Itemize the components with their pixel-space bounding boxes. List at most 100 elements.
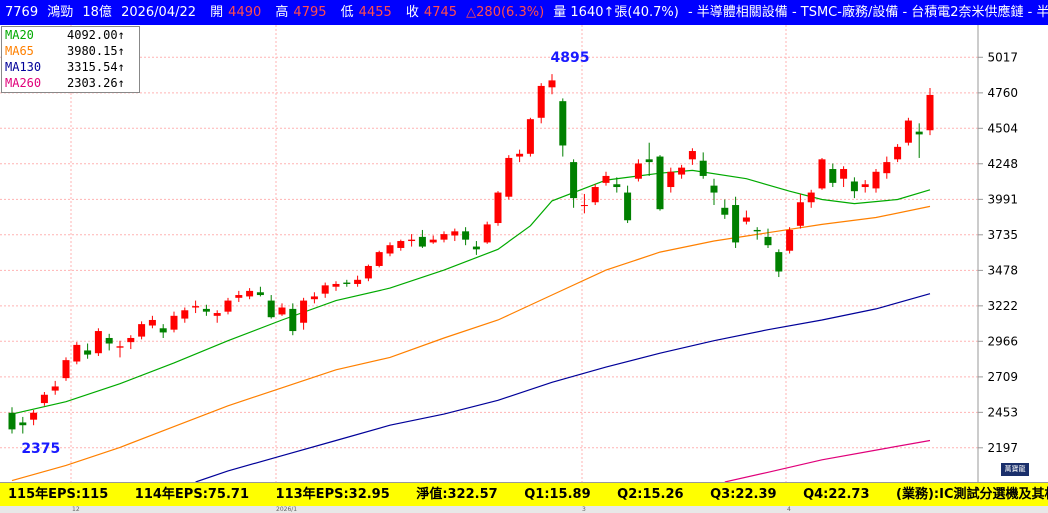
candle xyxy=(148,315,156,329)
candle xyxy=(267,295,275,319)
y-tick-label: 2453 xyxy=(987,405,1018,419)
candle xyxy=(418,229,426,248)
candle-body xyxy=(170,315,178,330)
candles xyxy=(8,74,934,434)
candle-body xyxy=(840,169,848,179)
candle xyxy=(721,199,729,219)
candle-body xyxy=(354,279,362,284)
candle-body xyxy=(829,169,837,183)
candle-body xyxy=(62,360,70,379)
candle-body xyxy=(408,239,416,242)
candle-body xyxy=(256,292,264,296)
candle-body xyxy=(580,205,588,207)
open-price: 開 4490 xyxy=(210,5,262,20)
candle-body xyxy=(451,231,459,236)
legend-row-ma20: MA20 4092.00↑ xyxy=(5,28,125,42)
close-price: 收 4745 xyxy=(405,5,458,20)
low-price: 低 4455 xyxy=(340,5,392,20)
candle xyxy=(429,235,437,244)
y-tick-label: 3478 xyxy=(987,263,1018,277)
candle xyxy=(894,144,902,163)
candle xyxy=(62,357,70,381)
candle-body xyxy=(537,85,545,118)
candle xyxy=(300,297,308,330)
high-price: 高 4795 xyxy=(275,5,327,20)
candle-body xyxy=(418,236,426,247)
candle-body xyxy=(634,163,642,179)
candle xyxy=(170,311,178,333)
candle xyxy=(796,193,804,229)
candle-body xyxy=(753,229,761,232)
candle xyxy=(678,164,686,179)
candle-body xyxy=(375,252,383,266)
candle-body xyxy=(181,310,189,319)
candle xyxy=(710,178,718,206)
candle xyxy=(926,88,934,136)
fundamentals-bar: 115年EPS:115 114年EPS:75.71 113年EPS:32.95 … xyxy=(0,482,1048,506)
candle-body xyxy=(386,245,394,254)
candle xyxy=(602,171,610,186)
candle-body xyxy=(224,300,232,312)
candle-body xyxy=(926,94,934,131)
y-axis-ticks: 5017 4760 4504 4248 3991 3735 3478 3222 2966 2709… xyxy=(978,50,1018,455)
candle xyxy=(861,180,869,193)
candle xyxy=(634,159,642,182)
candle-body xyxy=(505,157,513,197)
y-tick-label: 5017 xyxy=(987,50,1018,64)
candle-body xyxy=(818,159,826,189)
candle-body xyxy=(526,119,534,154)
candle-body xyxy=(310,296,318,300)
candle xyxy=(624,185,632,224)
ma-legend: MA20 4092.00↑ MA65 3980.15↑ MA130 3315.54↑ … xyxy=(1,26,140,93)
candle xyxy=(872,169,880,193)
candle-body xyxy=(570,162,578,199)
volume: 量 1640↑張(40.7%) xyxy=(553,5,679,20)
candle xyxy=(451,228,459,242)
candle-body xyxy=(138,324,146,337)
date-tick: 4 xyxy=(787,506,791,513)
candle-body xyxy=(613,184,621,188)
candle-body xyxy=(105,337,113,344)
candle-body xyxy=(645,159,653,163)
ma-line-ma65 xyxy=(11,205,931,482)
candle-body xyxy=(796,202,804,226)
candle-body xyxy=(84,350,92,355)
candle xyxy=(332,281,340,291)
industry-tags: - 半導體相關設備 - TSMC-廠務/設備 - 台積電2奈米供應鏈 - 半 xyxy=(687,5,1048,20)
candle xyxy=(40,391,48,406)
candle xyxy=(742,210,750,225)
candle-body xyxy=(235,295,243,298)
candle-body xyxy=(516,153,524,157)
candle xyxy=(494,191,502,226)
candle-body xyxy=(883,162,891,174)
candlestick-chart[interactable]: 5017 4760 4504 4248 3991 3735 3478 3222 2966 2709… xyxy=(0,25,1048,482)
candle xyxy=(483,221,491,244)
candle xyxy=(753,227,761,240)
candle-body xyxy=(742,217,750,222)
candle xyxy=(51,380,59,395)
y-tick-label: 4760 xyxy=(987,86,1018,100)
candle xyxy=(94,328,102,356)
candle xyxy=(138,321,146,340)
candle xyxy=(19,416,27,434)
candle xyxy=(159,324,167,338)
candle xyxy=(786,227,794,254)
candle xyxy=(105,333,113,351)
candle xyxy=(699,152,707,179)
candle xyxy=(591,184,599,206)
candle xyxy=(840,166,848,188)
candle xyxy=(397,239,405,251)
candle-body xyxy=(667,171,675,188)
candle xyxy=(181,307,189,323)
stock-name: 鴻勁 xyxy=(47,5,74,20)
candle-body xyxy=(321,285,329,294)
candle xyxy=(775,249,783,278)
candle-body xyxy=(73,344,81,362)
candle xyxy=(764,228,772,248)
candle xyxy=(850,177,858,199)
candle xyxy=(505,155,513,200)
y-tick-label: 4248 xyxy=(987,157,1018,171)
candle xyxy=(30,409,38,426)
candle xyxy=(818,157,826,190)
quote-date: 2026/04/22 xyxy=(121,5,197,20)
